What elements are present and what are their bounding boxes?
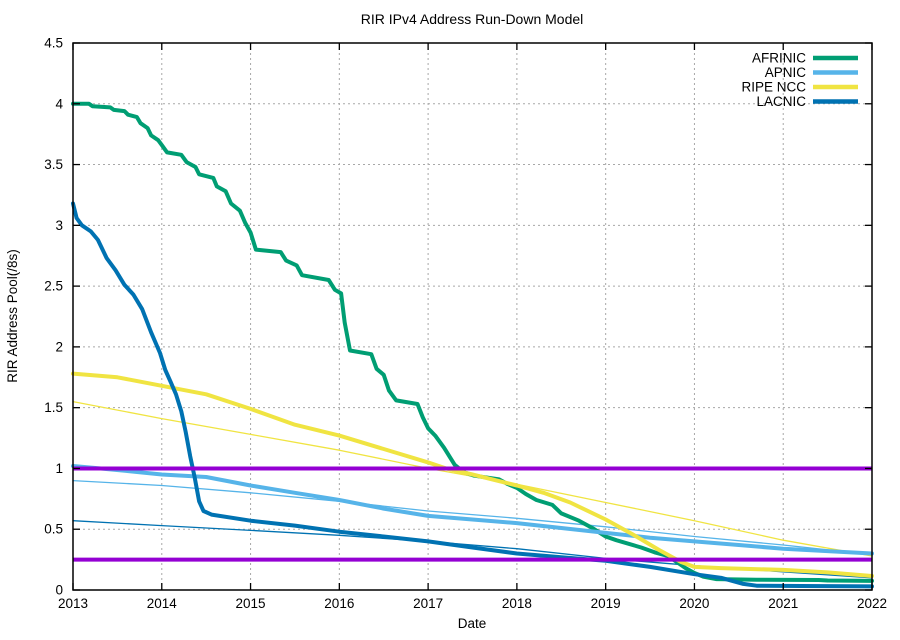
- series-line-apnic-model: [72, 479, 873, 556]
- legend-label-apnic: APNIC: [765, 65, 807, 80]
- legend-label-ripe-ncc: RIPE NCC: [741, 80, 806, 95]
- x-tick-label-2016: 2016: [324, 596, 354, 611]
- y-tick-label-0: 0: [55, 583, 63, 598]
- x-tick-label-2017: 2017: [413, 596, 443, 611]
- y-tick-label-3: 3: [55, 218, 63, 233]
- legend-item-afrinic: AFRINIC: [752, 51, 858, 66]
- y-tick-label-0-5: 0.5: [44, 522, 63, 537]
- x-tick-label-2013: 2013: [58, 596, 88, 611]
- x-tick-label-2022: 2022: [857, 596, 887, 611]
- gridlines-layer: [73, 43, 872, 590]
- y-tick-label-1-5: 1.5: [44, 400, 63, 415]
- y-tick-label-1: 1: [55, 461, 63, 476]
- legend-item-ripe-ncc: RIPE NCC: [741, 80, 858, 95]
- y-tick-label-2: 2: [55, 339, 63, 354]
- legend-item-lacnic: LACNIC: [756, 94, 858, 109]
- x-tick-label-2015: 2015: [236, 596, 266, 611]
- series-line-lacnic: [71, 201, 874, 589]
- legend-item-apnic: APNIC: [765, 65, 858, 80]
- y-tick-label-3-5: 3.5: [44, 157, 63, 172]
- threshold-lines-layer: [73, 466, 872, 562]
- x-tick-label-2014: 2014: [147, 596, 178, 611]
- tick-labels-layer: 2013 2014 2015 2016 2017 2018 2019 2020 2021 2022…: [44, 36, 887, 612]
- series-line-ripe-ncc-model: [72, 400, 873, 557]
- legend-label-lacnic: LACNIC: [756, 94, 806, 109]
- series-line-apnic: [71, 464, 874, 556]
- y-axis-label: RIR Address Pool(/8s): [5, 249, 20, 383]
- chart-title: RIR IPv4 Address Run-Down Model: [361, 11, 584, 27]
- plot-border: [72, 42, 873, 591]
- plot-frame-layer: [72, 42, 873, 591]
- y-tick-label-4: 4: [55, 96, 63, 111]
- ticks-layer: [72, 42, 873, 591]
- series-line-afrinic: [71, 101, 874, 583]
- x-tick-label-2020: 2020: [679, 596, 709, 611]
- x-tick-label-2018: 2018: [502, 596, 532, 611]
- y-tick-label-4-5: 4.5: [44, 36, 63, 51]
- series-line-ripe-ncc: [71, 371, 874, 578]
- x-tick-label-2019: 2019: [591, 596, 621, 611]
- series-layer: [71, 101, 874, 589]
- x-tick-label-2021: 2021: [768, 596, 798, 611]
- y-tick-label-2-5: 2.5: [44, 279, 63, 294]
- x-axis-label: Date: [458, 616, 487, 631]
- legend-label-afrinic: AFRINIC: [752, 51, 806, 66]
